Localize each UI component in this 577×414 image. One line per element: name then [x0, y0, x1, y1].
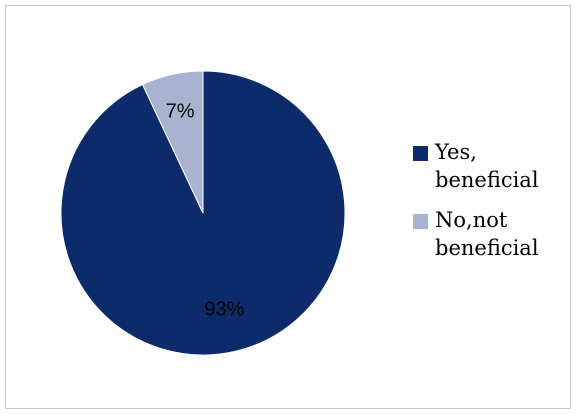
data-label-yes: 93%: [204, 299, 244, 321]
legend-swatch-yes: [413, 146, 428, 161]
legend-label-no: No,not beneficial: [435, 208, 539, 260]
data-label-no: 7%: [166, 100, 195, 122]
legend-item-yes: Yes, beneficial: [413, 138, 563, 194]
legend-label-yes: Yes, beneficial: [435, 140, 539, 192]
legend-swatch-no: [413, 214, 428, 229]
legend-item-no: No,not beneficial: [413, 206, 563, 262]
legend: Yes, beneficial No,not beneficial: [413, 138, 563, 274]
pie-slice-no: [141, 70, 204, 214]
